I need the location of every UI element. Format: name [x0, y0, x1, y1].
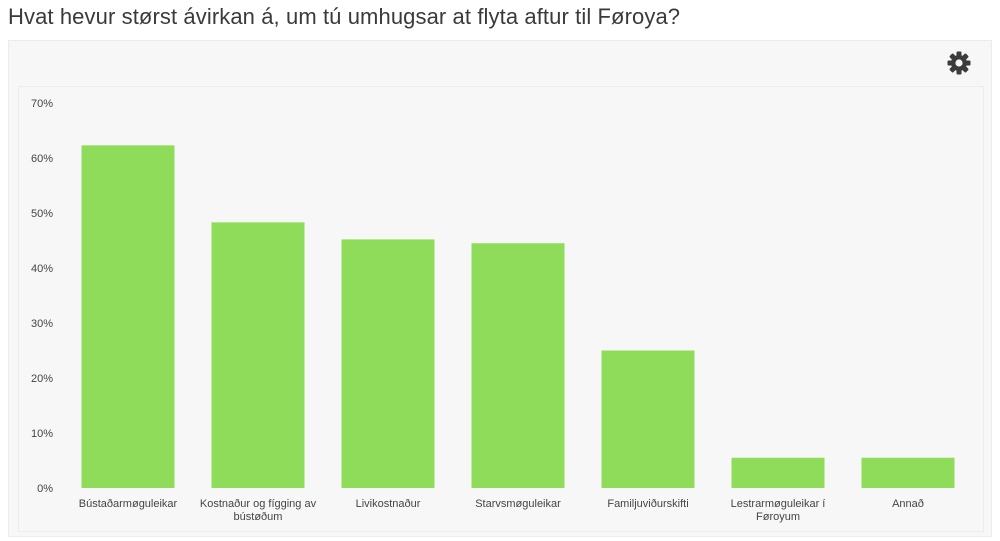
page-title: Hvat hevur størst ávirkan á, um tú umhug…: [8, 4, 681, 29]
bar[interactable]: [341, 239, 435, 488]
y-tick-label: 70%: [31, 98, 53, 110]
bar[interactable]: [861, 457, 955, 488]
plot-area: 0% 10% 20% 30% 40% 50% 60% 70% Bústaðarmøguleika…: [18, 86, 984, 532]
x-tick-label: Lestrarmøguleikar í: [731, 498, 826, 510]
y-tick-label: 60%: [31, 153, 53, 165]
y-tick-label: 20%: [31, 373, 53, 385]
x-tick-label: Føroyum: [756, 511, 800, 523]
y-tick-label: 50%: [31, 208, 53, 220]
gear-icon[interactable]: [946, 50, 972, 76]
y-tick-label: 30%: [31, 318, 53, 330]
bar[interactable]: [601, 350, 695, 489]
bar[interactable]: [211, 222, 305, 488]
x-tick-label: Starvsmøguleikar: [475, 498, 561, 510]
y-tick-label: 40%: [31, 263, 53, 275]
x-tick-label: Bústaðarmøguleikar: [79, 498, 178, 510]
x-tick-label: Familjuviðurskifti: [607, 498, 688, 510]
bar[interactable]: [471, 243, 565, 488]
x-tick-label: Annað: [892, 498, 924, 510]
bar[interactable]: [81, 145, 175, 488]
y-tick-label: 10%: [31, 428, 53, 440]
x-tick-label: bústøðum: [234, 511, 283, 523]
x-tick-label: Kostnaður og fígging av: [200, 498, 317, 510]
x-tick-label: Livikostnaður: [356, 498, 421, 510]
bar[interactable]: [731, 457, 825, 488]
y-tick-label: 0%: [37, 483, 53, 495]
bar-chart: 0% 10% 20% 30% 40% 50% 60% 70% Bústaðarmøguleika…: [31, 98, 955, 523]
